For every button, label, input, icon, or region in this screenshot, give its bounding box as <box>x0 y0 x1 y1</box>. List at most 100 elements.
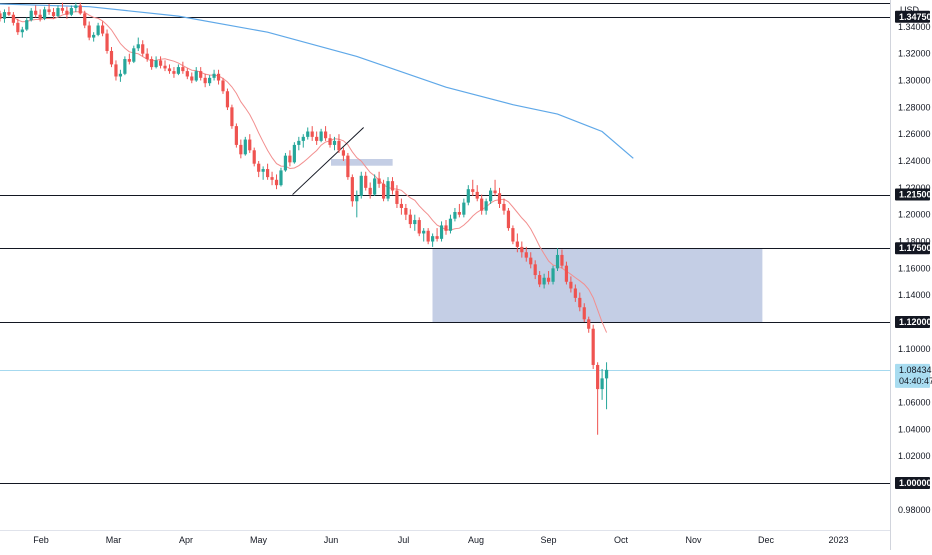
candle-body <box>199 71 203 78</box>
time-tick-label: Jun <box>324 535 339 545</box>
candle-body <box>43 9 47 19</box>
level-price-tag <box>895 477 930 490</box>
candle-body <box>208 77 212 84</box>
time-tick-label: Sep <box>540 535 556 545</box>
candle-body <box>243 139 247 155</box>
level-price-tag <box>895 316 930 329</box>
candle-body <box>359 175 363 196</box>
price-tick-label: 1.30000 <box>898 76 931 86</box>
level-price-label: 1.34750 <box>899 12 932 22</box>
level-price-label: 1.00000 <box>899 478 932 488</box>
candle-body <box>350 177 354 202</box>
candle-body <box>439 225 444 239</box>
candle-body <box>172 71 176 74</box>
price-axis-bg <box>890 0 932 550</box>
candle-body <box>426 230 430 242</box>
candle-body <box>346 155 350 178</box>
candle-body <box>16 22 20 33</box>
candle-body <box>266 169 270 178</box>
candle-body <box>489 190 493 202</box>
candle-body <box>542 277 546 285</box>
candle-body <box>417 220 421 234</box>
candle-body <box>604 369 609 379</box>
price-tick-label: 1.34000 <box>898 22 931 32</box>
ma-long-line <box>0 3 634 159</box>
candle-body <box>301 136 305 141</box>
candle-body <box>511 228 515 242</box>
time-axis: Feb Mar Apr May Jun Jul Aug Sep Oct Nov Dec 2023 <box>0 530 890 550</box>
price-tick-label: 1.28000 <box>898 102 931 112</box>
candle-body <box>413 220 417 225</box>
ma-short-line <box>13 11 608 333</box>
time-tick-label: Jul <box>398 535 410 545</box>
candle-body <box>480 198 484 211</box>
candle-body <box>462 202 466 215</box>
candle-body <box>364 175 368 188</box>
candle-body <box>29 10 33 21</box>
candle-body <box>453 212 457 219</box>
zone-1 <box>432 248 763 323</box>
candle-layer <box>0 2 609 435</box>
candle-body <box>221 80 225 92</box>
candle-body <box>471 189 475 192</box>
level-price-tag <box>895 10 930 23</box>
price-tick-label: 1.20000 <box>898 210 931 220</box>
candle-body <box>319 131 323 141</box>
candle-body <box>381 183 386 199</box>
time-tick-label: Feb <box>33 535 49 545</box>
candle-body <box>261 169 265 172</box>
price-tick-label: 1.14000 <box>898 290 931 300</box>
candle-body <box>163 65 167 69</box>
candle-body <box>573 288 577 298</box>
candle-body <box>368 187 372 195</box>
candle-body <box>502 203 506 211</box>
candle-body <box>355 195 359 202</box>
level-price-label: 1.12000 <box>899 317 932 327</box>
candle-body <box>399 203 403 208</box>
price-axis: 1.34000 1.32000 1.30000 1.28000 1.26000 1.240… <box>890 0 932 550</box>
candle-body <box>283 155 288 171</box>
candle-body <box>96 25 100 35</box>
candle-body <box>274 179 279 186</box>
candle-body <box>386 181 390 199</box>
price-tick-label: 1.06000 <box>898 398 931 408</box>
candle-body <box>484 201 488 211</box>
candle-body <box>92 34 96 38</box>
candle-body <box>38 14 42 19</box>
price-tick-label: 1.24000 <box>898 156 931 166</box>
current-price-label: 1.08434 <box>899 365 932 375</box>
candle-body <box>493 190 497 194</box>
candle-body <box>373 178 377 195</box>
candle-body <box>150 59 154 68</box>
price-tick-label: 1.16000 <box>898 263 931 273</box>
candle-body <box>78 5 82 14</box>
candle-body <box>25 20 29 30</box>
candle-body <box>145 53 149 60</box>
candle-body <box>390 181 395 191</box>
candle-body <box>114 64 118 77</box>
candle-body <box>118 73 123 77</box>
candle-body <box>578 297 582 308</box>
candle-body <box>435 236 439 239</box>
candle-body <box>230 107 234 127</box>
countdown-label: 04:40:47 <box>899 376 932 386</box>
candle-body <box>257 163 261 172</box>
zone-layer <box>331 159 763 323</box>
candle-body <box>404 207 408 215</box>
candle-body <box>181 67 185 72</box>
time-tick-label: Mar <box>106 535 122 545</box>
candle-body <box>105 33 109 51</box>
candle-body <box>395 190 399 204</box>
time-tick-label: Aug <box>468 535 484 545</box>
candle-body <box>310 131 314 137</box>
candle-body <box>546 277 551 282</box>
candle-body <box>506 210 511 229</box>
candle-body <box>520 246 524 253</box>
trendline <box>292 127 364 195</box>
candle-body <box>524 252 528 258</box>
candle-body <box>422 230 426 234</box>
candle-body <box>65 10 69 15</box>
candle-body <box>2 12 7 19</box>
